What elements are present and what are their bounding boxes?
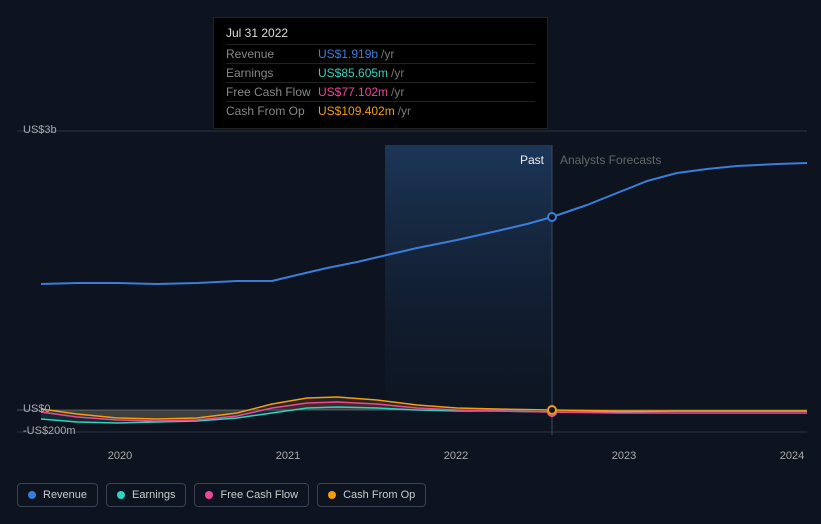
legend-dot-icon	[328, 491, 336, 499]
tooltip-row: Cash From OpUS$109.402m/yr	[226, 101, 535, 120]
tooltip-row: RevenueUS$1.919b/yr	[226, 44, 535, 63]
tooltip-metric-value: US$109.402m	[318, 104, 395, 118]
x-axis-label: 2021	[276, 450, 300, 462]
legend-dot-icon	[28, 491, 36, 499]
legend-item-earnings[interactable]: Earnings	[106, 483, 186, 507]
y-axis-label: -US$200m	[23, 425, 76, 437]
legend-label: Cash From Op	[343, 489, 415, 501]
tooltip-metric-label: Free Cash Flow	[226, 85, 318, 99]
legend-item-revenue[interactable]: Revenue	[17, 483, 98, 507]
y-axis-label: US$0	[23, 403, 51, 415]
x-axis-label: 2024	[780, 450, 804, 462]
tooltip-metric-value: US$77.102m	[318, 85, 388, 99]
tooltip-metric-value: US$85.605m	[318, 66, 388, 80]
legend-dot-icon	[205, 491, 213, 499]
x-axis-label: 2023	[612, 450, 636, 462]
legend-item-free-cash-flow[interactable]: Free Cash Flow	[194, 483, 309, 507]
tooltip-row: EarningsUS$85.605m/yr	[226, 63, 535, 82]
chart-legend: Revenue Earnings Free Cash Flow Cash From O…	[17, 483, 426, 507]
section-label-past: Past	[520, 153, 544, 167]
tooltip-metric-value: US$1.919b	[318, 47, 378, 61]
legend-label: Revenue	[43, 489, 87, 501]
tooltip-suffix: /yr	[381, 47, 394, 61]
tooltip-suffix: /yr	[391, 85, 404, 99]
hover-tooltip: Jul 31 2022 RevenueUS$1.919b/yrEarningsU…	[213, 17, 548, 129]
x-axis-label: 2020	[108, 450, 132, 462]
chart-svg	[17, 125, 807, 445]
tooltip-suffix: /yr	[391, 66, 404, 80]
legend-item-cash-from-op[interactable]: Cash From Op	[317, 483, 426, 507]
x-axis-label: 2022	[444, 450, 468, 462]
legend-label: Earnings	[132, 489, 175, 501]
legend-dot-icon	[117, 491, 125, 499]
tooltip-date: Jul 31 2022	[226, 26, 535, 44]
y-axis-label: US$3b	[23, 124, 57, 136]
tooltip-suffix: /yr	[398, 104, 411, 118]
section-label-forecast: Analysts Forecasts	[560, 153, 661, 167]
tooltip-metric-label: Earnings	[226, 66, 318, 80]
x-axis-labels: 2020 2021 2022 2023 2024	[17, 450, 807, 470]
tooltip-row: Free Cash FlowUS$77.102m/yr	[226, 82, 535, 101]
tooltip-metric-label: Cash From Op	[226, 104, 318, 118]
chart-plot: US$3b US$0 -US$200m Past Analysts Forecasts	[17, 125, 807, 445]
legend-label: Free Cash Flow	[220, 489, 298, 501]
tooltip-metric-label: Revenue	[226, 47, 318, 61]
